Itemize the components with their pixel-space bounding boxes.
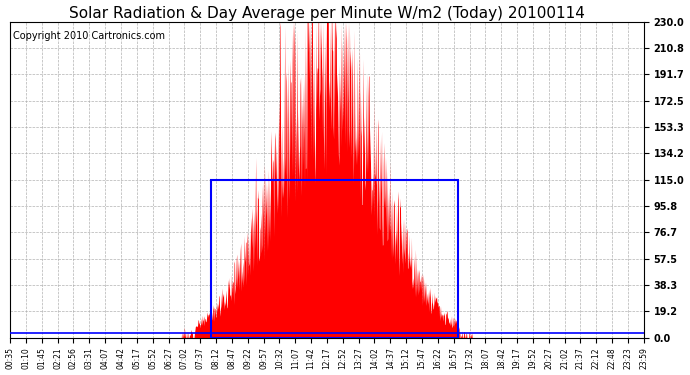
Title: Solar Radiation & Day Average per Minute W/m2 (Today) 20100114: Solar Radiation & Day Average per Minute…	[69, 6, 585, 21]
Bar	[211, 180, 457, 338]
Text: Copyright 2010 Cartronics.com: Copyright 2010 Cartronics.com	[13, 31, 165, 41]
